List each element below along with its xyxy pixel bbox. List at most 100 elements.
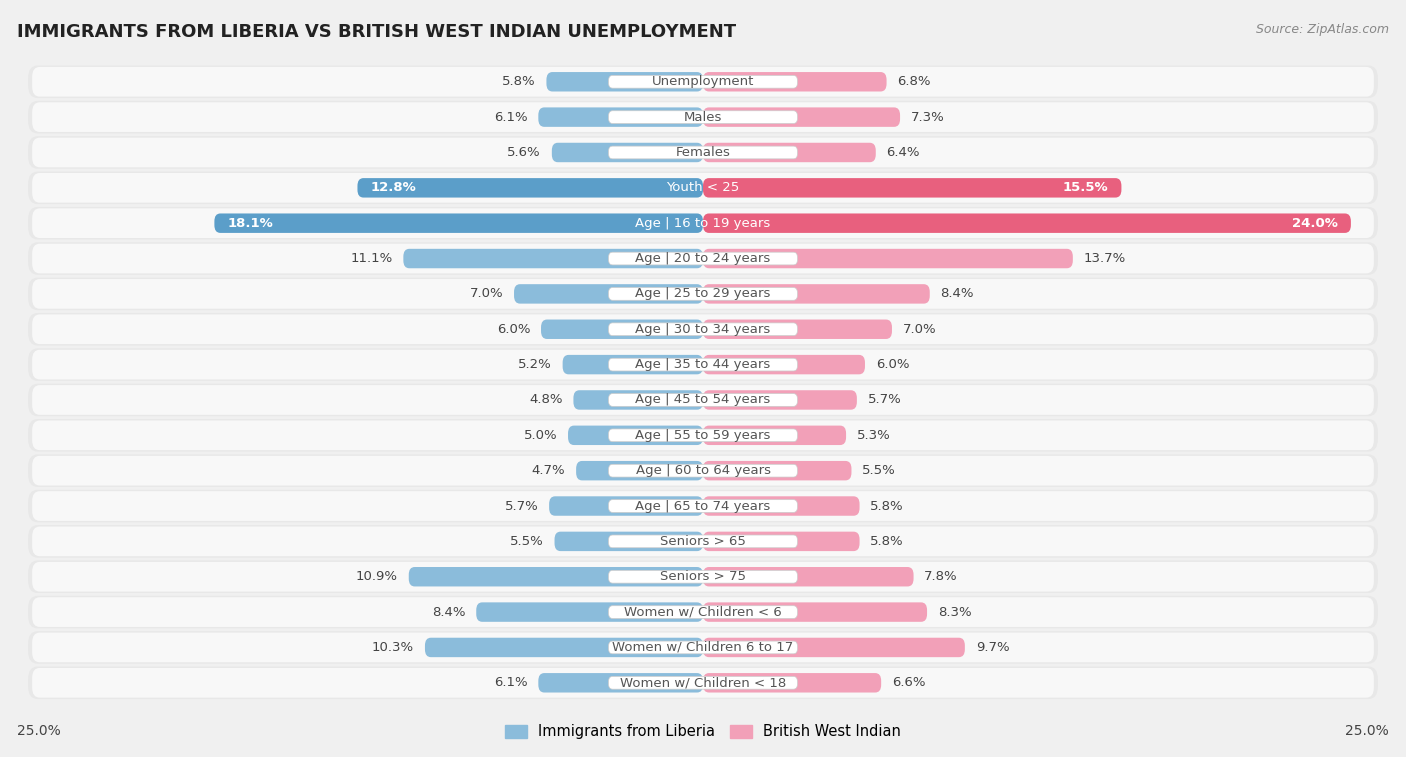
Text: 11.1%: 11.1% [350,252,392,265]
FancyBboxPatch shape [32,633,1374,662]
FancyBboxPatch shape [609,394,797,407]
FancyBboxPatch shape [562,355,703,374]
Text: Age | 35 to 44 years: Age | 35 to 44 years [636,358,770,371]
Text: 5.8%: 5.8% [502,75,536,89]
Text: 4.8%: 4.8% [529,394,562,407]
Text: Women w/ Children < 18: Women w/ Children < 18 [620,676,786,690]
Text: Age | 25 to 29 years: Age | 25 to 29 years [636,288,770,301]
FancyBboxPatch shape [703,425,846,445]
Text: 4.7%: 4.7% [531,464,565,477]
FancyBboxPatch shape [703,143,876,162]
FancyBboxPatch shape [32,668,1374,698]
FancyBboxPatch shape [28,172,1378,204]
Text: Age | 60 to 64 years: Age | 60 to 64 years [636,464,770,477]
FancyBboxPatch shape [32,138,1374,167]
FancyBboxPatch shape [538,673,703,693]
FancyBboxPatch shape [28,348,1378,381]
FancyBboxPatch shape [28,278,1378,310]
FancyBboxPatch shape [703,461,852,481]
FancyBboxPatch shape [703,355,865,374]
FancyBboxPatch shape [703,497,859,516]
Text: 18.1%: 18.1% [228,217,274,229]
FancyBboxPatch shape [609,500,797,512]
Text: 8.4%: 8.4% [941,288,974,301]
FancyBboxPatch shape [28,631,1378,664]
FancyBboxPatch shape [28,525,1378,558]
FancyBboxPatch shape [477,603,703,621]
FancyBboxPatch shape [703,531,859,551]
FancyBboxPatch shape [32,491,1374,521]
Text: 6.0%: 6.0% [876,358,910,371]
Text: 5.2%: 5.2% [517,358,551,371]
Text: Unemployment: Unemployment [652,75,754,89]
Text: 6.1%: 6.1% [494,111,527,123]
Text: 13.7%: 13.7% [1084,252,1126,265]
FancyBboxPatch shape [32,314,1374,344]
Text: 7.0%: 7.0% [470,288,503,301]
FancyBboxPatch shape [32,102,1374,132]
Text: IMMIGRANTS FROM LIBERIA VS BRITISH WEST INDIAN UNEMPLOYMENT: IMMIGRANTS FROM LIBERIA VS BRITISH WEST … [17,23,735,41]
Text: 6.1%: 6.1% [494,676,527,690]
FancyBboxPatch shape [609,358,797,371]
Text: 5.3%: 5.3% [856,428,890,442]
FancyBboxPatch shape [28,384,1378,416]
FancyBboxPatch shape [609,641,797,654]
Text: 7.3%: 7.3% [911,111,945,123]
FancyBboxPatch shape [703,637,965,657]
Text: 7.8%: 7.8% [924,570,957,583]
FancyBboxPatch shape [576,461,703,481]
FancyBboxPatch shape [609,288,797,301]
FancyBboxPatch shape [609,606,797,618]
FancyBboxPatch shape [32,350,1374,379]
FancyBboxPatch shape [609,252,797,265]
FancyBboxPatch shape [32,208,1374,238]
Text: Age | 45 to 54 years: Age | 45 to 54 years [636,394,770,407]
Text: Males: Males [683,111,723,123]
Text: 25.0%: 25.0% [1346,724,1389,738]
Text: 6.6%: 6.6% [891,676,925,690]
Text: Seniors > 75: Seniors > 75 [659,570,747,583]
Text: 8.3%: 8.3% [938,606,972,618]
FancyBboxPatch shape [574,391,703,410]
FancyBboxPatch shape [515,284,703,304]
FancyBboxPatch shape [32,456,1374,485]
FancyBboxPatch shape [28,596,1378,628]
FancyBboxPatch shape [28,560,1378,593]
Text: 5.8%: 5.8% [870,500,904,512]
FancyBboxPatch shape [28,666,1378,699]
FancyBboxPatch shape [28,490,1378,522]
Text: Females: Females [675,146,731,159]
Text: 5.7%: 5.7% [505,500,538,512]
FancyBboxPatch shape [547,72,703,92]
FancyBboxPatch shape [703,213,1351,233]
FancyBboxPatch shape [28,454,1378,487]
Text: 6.8%: 6.8% [897,75,931,89]
FancyBboxPatch shape [703,249,1073,268]
FancyBboxPatch shape [32,279,1374,309]
FancyBboxPatch shape [32,385,1374,415]
FancyBboxPatch shape [703,567,914,587]
FancyBboxPatch shape [28,419,1378,452]
FancyBboxPatch shape [609,535,797,548]
Text: Age | 20 to 24 years: Age | 20 to 24 years [636,252,770,265]
FancyBboxPatch shape [28,136,1378,169]
FancyBboxPatch shape [28,207,1378,239]
FancyBboxPatch shape [551,143,703,162]
Text: 15.5%: 15.5% [1063,182,1108,195]
FancyBboxPatch shape [404,249,703,268]
FancyBboxPatch shape [32,173,1374,203]
FancyBboxPatch shape [703,319,891,339]
FancyBboxPatch shape [609,323,797,335]
FancyBboxPatch shape [357,178,703,198]
Text: 5.6%: 5.6% [508,146,541,159]
FancyBboxPatch shape [609,677,797,689]
Text: 24.0%: 24.0% [1292,217,1337,229]
FancyBboxPatch shape [32,562,1374,591]
FancyBboxPatch shape [28,242,1378,275]
FancyBboxPatch shape [28,66,1378,98]
FancyBboxPatch shape [703,391,856,410]
Text: 5.5%: 5.5% [862,464,896,477]
FancyBboxPatch shape [703,603,927,621]
FancyBboxPatch shape [609,111,797,123]
Text: 5.8%: 5.8% [870,535,904,548]
